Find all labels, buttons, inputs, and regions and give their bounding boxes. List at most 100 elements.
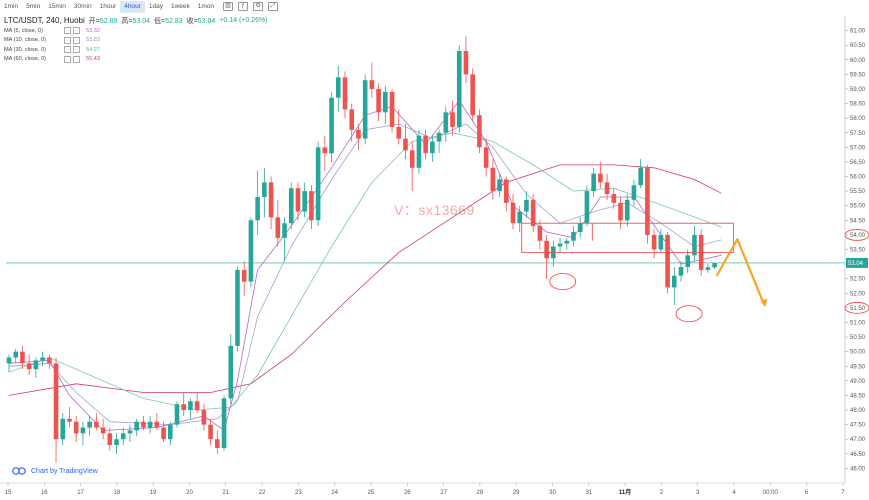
- candle-body: [712, 262, 717, 268]
- candle-down: [470, 68, 475, 122]
- candle-body: [147, 421, 153, 428]
- candle-body: [154, 421, 160, 428]
- interval-5min[interactable]: 5min: [26, 2, 41, 10]
- candle-body: [309, 191, 314, 221]
- settings-icon[interactable]: [73, 27, 80, 35]
- ma5-line: [8, 99, 722, 432]
- candle-body: [571, 231, 576, 241]
- eye-icon[interactable]: [64, 27, 71, 35]
- tradingview-brand[interactable]: Chart by TradingView: [12, 466, 98, 476]
- settings-icon[interactable]: [73, 46, 80, 54]
- candle-body: [40, 357, 45, 361]
- y-tick-label: 46.50: [850, 452, 866, 458]
- y-tick-label: 60.50: [850, 43, 866, 49]
- candle-body: [416, 135, 422, 168]
- forecast-path: [715, 238, 766, 306]
- candle-body: [322, 147, 328, 154]
- settings-icon[interactable]: ⚙: [253, 2, 264, 11]
- x-tick-label: 4: [732, 490, 736, 496]
- x-tick-label: 18: [114, 490, 121, 496]
- eye-icon[interactable]: [64, 55, 71, 63]
- legend-header: LTC/USDT, 240, Huobi 开=52.89 高=53.04 低=5…: [4, 15, 268, 26]
- y-tick-label: 57.50: [850, 131, 866, 137]
- eye-icon[interactable]: [64, 46, 71, 54]
- x-tick-label: 26: [404, 490, 411, 496]
- candle-body: [20, 351, 25, 364]
- consolidation-box: [521, 222, 734, 253]
- candle-down: [403, 123, 408, 160]
- x-tick-label: 3: [696, 490, 700, 496]
- candle-body: [221, 398, 227, 448]
- candle-body: [87, 421, 92, 428]
- x-tick-label: 6: [805, 490, 809, 496]
- candle-body: [598, 173, 603, 183]
- candle-down: [396, 109, 402, 145]
- ma30-line: [8, 132, 722, 411]
- candle-body: [524, 199, 529, 212]
- interval-1day[interactable]: 1day: [148, 2, 163, 10]
- candle-body: [174, 404, 180, 425]
- candle-down: [215, 430, 220, 454]
- candle-body: [544, 240, 549, 259]
- candle-body: [369, 80, 375, 89]
- y-tick-label: 54.00: [850, 233, 866, 239]
- candle-up: [33, 357, 39, 378]
- interval-30min[interactable]: 30min: [73, 2, 92, 10]
- candle-down: [73, 415, 79, 443]
- eye-icon[interactable]: [64, 36, 71, 44]
- candlestick-icon[interactable]: ▥: [223, 2, 234, 11]
- interval-15min[interactable]: 15min: [48, 2, 66, 10]
- y-tick-label: 58.00: [850, 116, 866, 122]
- candle-down: [295, 182, 301, 221]
- candle-body: [591, 173, 596, 192]
- legend-ma5: MA (5, close, 0) 53.32: [4, 26, 268, 36]
- y-tick-label: 60.00: [850, 58, 866, 64]
- candle-body: [141, 421, 146, 428]
- candle-body: [295, 188, 301, 212]
- settings-icon[interactable]: [73, 55, 80, 63]
- tradingview-logo-icon: [12, 467, 26, 475]
- candle-up: [235, 267, 240, 352]
- candle-body: [443, 112, 449, 133]
- candle-down: [369, 62, 375, 98]
- candle-down: [141, 415, 146, 431]
- candle-down: [651, 229, 657, 259]
- candle-down: [26, 354, 32, 376]
- legend-ma10: MA (10, close, 0) 53.83: [4, 36, 268, 46]
- ma5-value: 53.32: [86, 27, 100, 34]
- interval-1min[interactable]: 1min: [4, 2, 19, 10]
- candle-body: [362, 80, 368, 139]
- candle-down: [107, 427, 113, 451]
- candle-up: [13, 348, 19, 364]
- x-tick-label: 21: [222, 490, 229, 496]
- candle-body: [510, 202, 516, 224]
- candle-up: [188, 398, 193, 419]
- candle-body: [100, 427, 106, 434]
- interval-1week[interactable]: 1week: [170, 2, 190, 10]
- interval-1mon[interactable]: 1mon: [197, 2, 215, 10]
- fullscreen-icon[interactable]: ⤢: [268, 2, 279, 11]
- x-tick-label: 7: [841, 490, 845, 496]
- y-tick-label: 51.00: [850, 320, 866, 326]
- brand-label: Chart by TradingView: [31, 467, 98, 475]
- interval-4hour[interactable]: 4hour: [120, 0, 145, 13]
- candle-body: [282, 223, 287, 238]
- indicator-icon[interactable]: ƒ: [238, 2, 249, 11]
- candle-up: [127, 424, 133, 443]
- candle-up: [624, 194, 630, 227]
- current-price-tag: [846, 257, 868, 268]
- candle-body: [188, 401, 193, 411]
- y-tick-label: 59.50: [850, 72, 866, 78]
- interval-1hour[interactable]: 1hour: [99, 2, 117, 10]
- candle-body: [705, 267, 711, 270]
- candle-up: [147, 415, 153, 434]
- ma60-label: MA (60, close, 0): [4, 56, 46, 63]
- settings-icon[interactable]: [73, 36, 80, 44]
- y-tick-label: 53.50: [850, 248, 866, 254]
- candle-body: [557, 243, 563, 247]
- candle-up: [221, 395, 227, 451]
- candle-down: [611, 188, 617, 209]
- candle-body: [201, 410, 207, 425]
- candle-up: [557, 237, 563, 253]
